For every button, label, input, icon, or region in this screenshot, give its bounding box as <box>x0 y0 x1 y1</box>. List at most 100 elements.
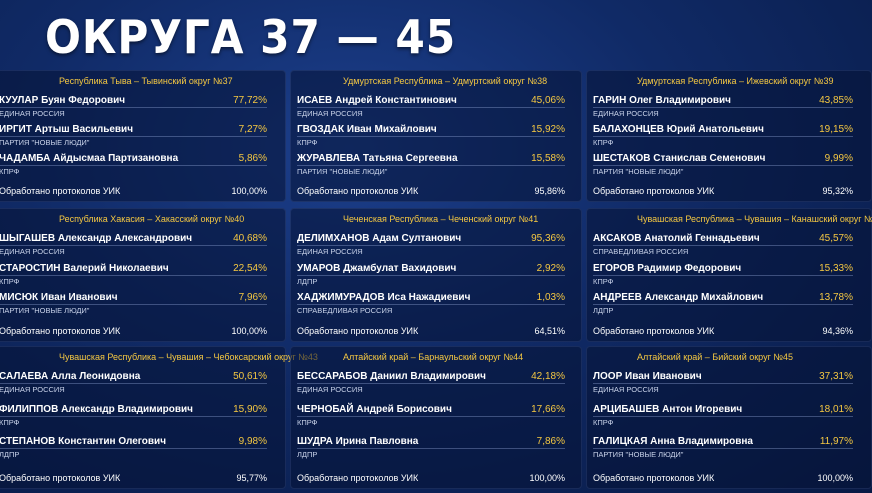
processed-value: 100,00% <box>231 186 267 196</box>
candidate-name: КУУЛАР Буян Федорович <box>0 95 126 106</box>
candidate-party: ПАРТИЯ "НОВЫЕ ЛЮДИ" <box>0 138 90 147</box>
candidate-percent: 95,36% <box>531 233 565 244</box>
candidate-name: АРЦИБАШЕВ Антон Игоревич <box>593 403 743 415</box>
district-panel: Алтайский край – Барнаульский округ №44 Б… <box>290 346 582 489</box>
candidate-party: ЕДИНАЯ РОССИЯ <box>593 109 659 118</box>
candidate-party: КПРФ <box>297 138 318 147</box>
district-panel: Республика Тыва – Тывинский округ №37 КУУ… <box>0 70 286 202</box>
processed-value: 95,86% <box>534 186 565 196</box>
row-separator <box>297 136 565 137</box>
row-separator <box>593 274 853 276</box>
row-separator <box>0 274 267 276</box>
district-panel: Алтайский край – Бийский округ №45 ЛООР И… <box>586 346 872 489</box>
row-separator <box>297 274 565 276</box>
candidate-name: АКСАКОВ Анатолий Геннадьевич <box>593 233 760 244</box>
candidate-party: ПАРТИЯ "НОВЫЕ ЛЮДИ" <box>593 167 684 176</box>
candidate-party: СПРАВЕДЛИВАЯ РОССИЯ <box>593 247 689 256</box>
district-title: Чувашская Республика – Чувашия – Канашск… <box>637 214 872 224</box>
candidate-party: ПАРТИЯ "НОВЫЕ ЛЮДИ" <box>297 167 388 176</box>
candidate-party: КПРФ <box>0 417 20 427</box>
district-panel: Удмуртская Республика – Ижевский округ №… <box>586 70 872 202</box>
candidate-percent: 7,27% <box>238 124 267 135</box>
candidate-percent: 18,01% <box>819 403 853 415</box>
candidate-percent: 5,86% <box>238 153 267 164</box>
candidate-party: ЛДПР <box>593 306 614 316</box>
row-separator <box>593 245 853 246</box>
row-separator <box>593 415 853 417</box>
candidate-name: САЛАЕВА Алла Леонидовна <box>0 371 141 382</box>
candidate-percent: 42,18% <box>531 371 565 382</box>
row-separator <box>593 136 853 137</box>
candidate-percent: 40,68% <box>233 233 267 244</box>
district-panel: Чувашская Республика – Чувашия – Чебокса… <box>0 346 318 489</box>
candidate-name: ГАРИН Олег Владимирович <box>593 95 731 106</box>
candidate-name: ХАДЖИМУРАДОВ Иса Нажадиевич <box>297 292 471 304</box>
district-title: Республика Хакасия – Хакасский округ №40 <box>59 214 245 224</box>
processed-value: 95,32% <box>822 186 853 196</box>
row-separator <box>0 304 267 306</box>
processed-label: Обработано протоколов УИК <box>593 473 715 483</box>
candidate-party: КПРФ <box>593 138 614 147</box>
row-separator <box>297 107 565 108</box>
candidate-name: УМАРОВ Джамбулат Вахидович <box>297 262 457 274</box>
row-separator <box>593 448 853 450</box>
processed-value: 100,00% <box>529 473 565 483</box>
candidate-percent: 45,06% <box>531 95 565 106</box>
candidate-party: ЕДИНАЯ РОССИЯ <box>297 385 363 394</box>
processed-label: Обработано протоколов УИК <box>297 186 419 196</box>
candidate-name: ЖУРАВЛЕВА Татьяна Сергеевна <box>297 153 458 164</box>
candidate-name: ГАЛИЦКАЯ Анна Владимировна <box>593 436 753 448</box>
row-separator <box>0 165 267 166</box>
candidate-name: ГВОЗДАК Иван Михайлович <box>297 124 437 135</box>
row-separator <box>0 415 267 417</box>
row-separator <box>297 304 565 306</box>
district-panel: Республика Хакасия – Хакасский округ №40… <box>0 208 286 342</box>
candidate-name: АНДРЕЕВ Александр Михайлович <box>593 292 764 304</box>
candidate-percent: 7,86% <box>536 436 565 448</box>
candidate-name: ЛООР Иван Иванович <box>593 371 702 382</box>
page-title: ОКРУГА 37 — 45 <box>45 10 457 64</box>
candidate-name: МИСЮК Иван Иванович <box>0 292 118 304</box>
candidate-percent: 15,33% <box>819 262 853 274</box>
candidate-name: ШЕСТАКОВ Станислав Семенович <box>593 153 766 164</box>
row-separator <box>593 383 853 384</box>
candidate-percent: 19,15% <box>819 124 853 135</box>
candidate-name: ЧАДАМБА Айдысмаа Партизановна <box>0 153 179 164</box>
candidate-percent: 37,31% <box>819 371 853 382</box>
row-separator <box>593 304 853 306</box>
row-separator <box>297 383 565 384</box>
candidate-name: ШЫГАШЕВ Александр Александрович <box>0 233 193 244</box>
candidate-name: ЧЕРНОБАЙ Андрей Борисович <box>297 403 452 415</box>
candidate-name: ШУДРА Ирина Павловна <box>297 436 419 448</box>
row-separator <box>0 136 267 137</box>
row-separator <box>0 245 267 246</box>
processed-value: 100,00% <box>231 326 267 336</box>
district-title: Чеченская Республика – Чеченский округ №… <box>343 214 539 224</box>
candidate-name: ИСАЕВ Андрей Константинович <box>297 95 457 106</box>
candidate-percent: 9,99% <box>824 153 853 164</box>
row-separator <box>297 415 565 417</box>
candidate-percent: 15,58% <box>531 153 565 164</box>
candidate-percent: 7,96% <box>238 292 267 304</box>
district-title: Республика Тыва – Тывинский округ №37 <box>59 76 233 86</box>
district-title: Удмуртская Республика – Удмуртский округ… <box>343 76 548 86</box>
processed-label: Обработано протоколов УИК <box>593 326 715 336</box>
candidate-percent: 43,85% <box>819 95 853 106</box>
candidate-party: ЛДПР <box>297 276 318 286</box>
row-separator <box>297 245 565 246</box>
candidate-party: ПАРТИЯ "НОВЫЕ ЛЮДИ" <box>593 450 684 460</box>
candidate-percent: 11,97% <box>819 436 853 448</box>
candidate-party: КПРФ <box>593 417 614 427</box>
candidate-party: ПАРТИЯ "НОВЫЕ ЛЮДИ" <box>0 306 90 316</box>
candidate-percent: 22,54% <box>233 262 267 274</box>
candidate-party: КПРФ <box>593 276 614 286</box>
candidate-party: ЕДИНАЯ РОССИЯ <box>0 109 65 118</box>
processed-label: Обработано протоколов УИК <box>0 473 121 483</box>
district-panel: Чувашская Республика – Чувашия – Канашск… <box>586 208 872 342</box>
candidate-name: ДЕЛИМХАНОВ Адам Султанович <box>297 233 462 244</box>
row-separator <box>593 107 853 108</box>
candidate-party: ЕДИНАЯ РОССИЯ <box>297 109 363 118</box>
candidate-percent: 17,66% <box>531 403 565 415</box>
candidate-percent: 1,03% <box>536 292 565 304</box>
candidate-percent: 50,61% <box>233 371 267 382</box>
